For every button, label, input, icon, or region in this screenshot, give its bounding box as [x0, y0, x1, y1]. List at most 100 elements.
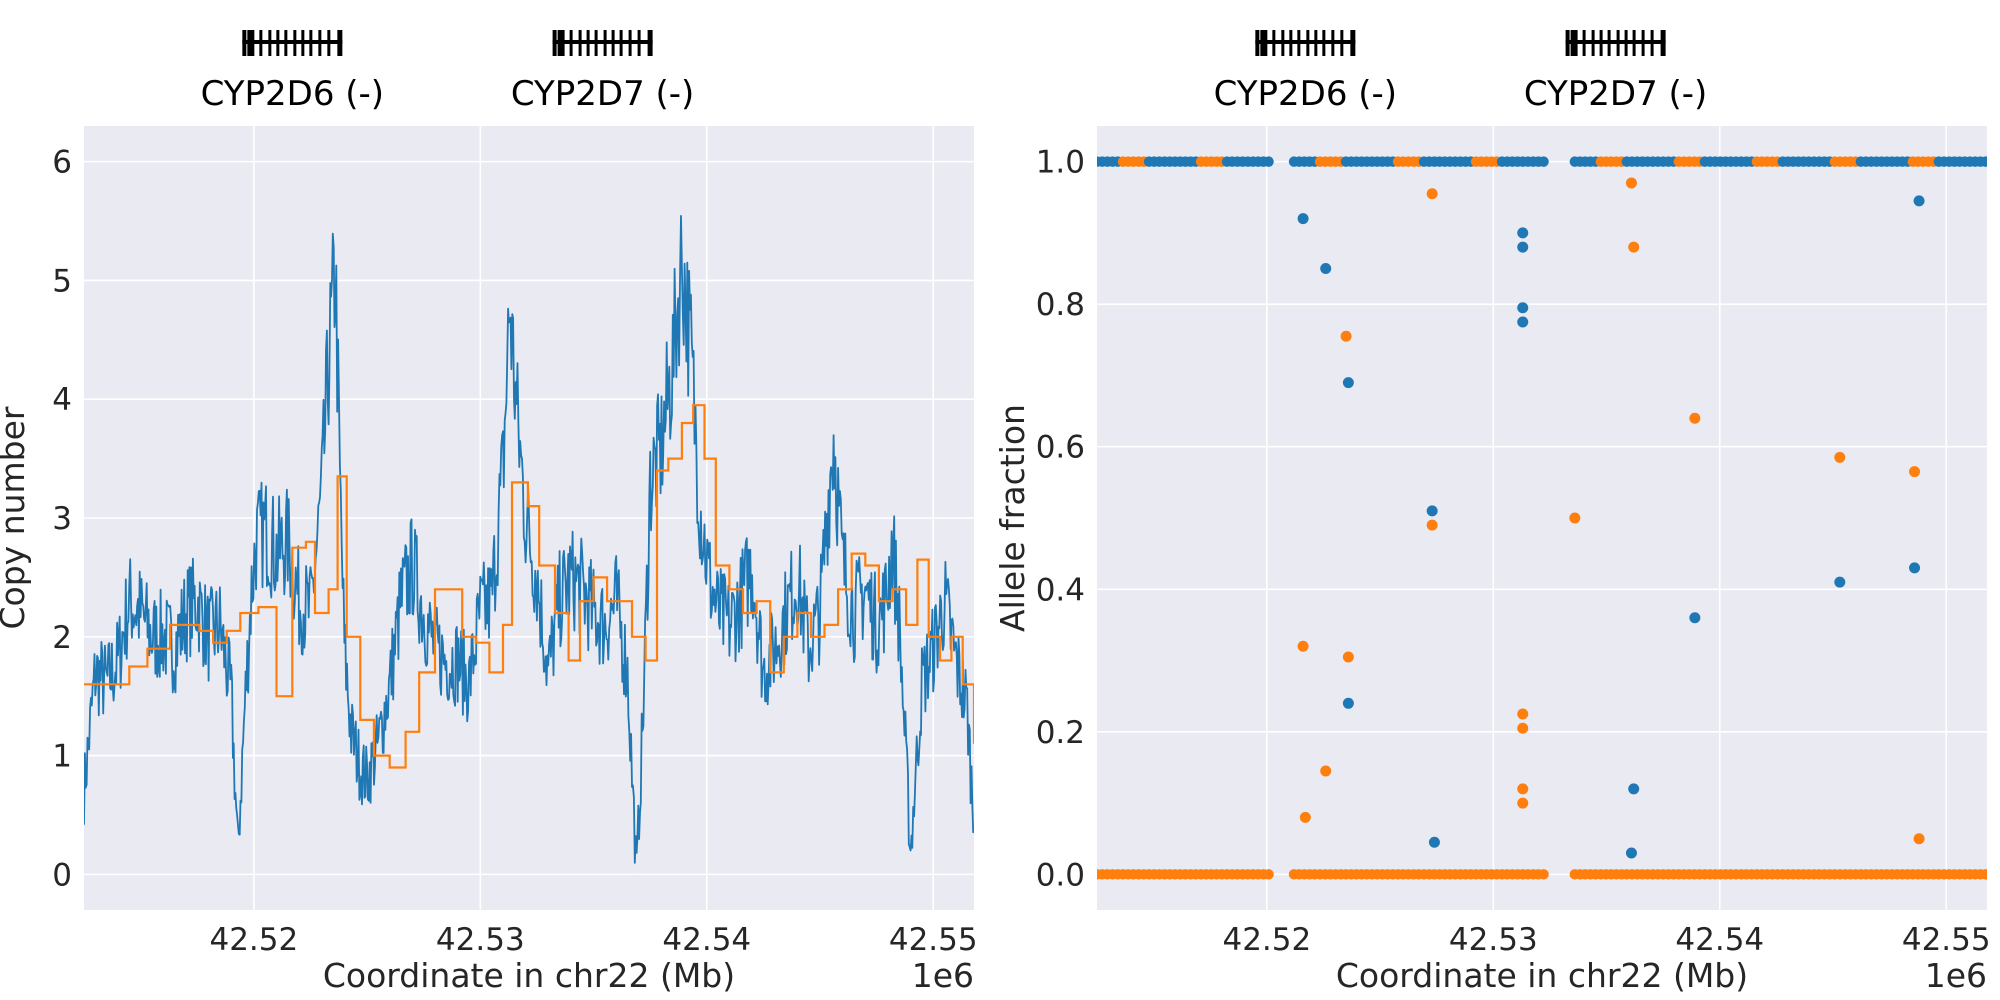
gene-exon [242, 30, 247, 56]
gene-exon [337, 30, 343, 56]
x-tick-label: 42.55 [1902, 922, 1991, 958]
gene-exon [603, 30, 607, 56]
x-tick-label: 42.52 [1222, 922, 1311, 958]
gene-label: CYP2D6 (-) [1214, 74, 1397, 114]
scatter-point [1517, 316, 1529, 328]
gene-exon [1650, 30, 1654, 56]
series-1 [1297, 195, 1925, 859]
gene-exon [1255, 30, 1260, 56]
scatter-point [1628, 783, 1640, 795]
scatter-point [1628, 241, 1640, 253]
gene-exon [552, 30, 557, 56]
gene-exon [301, 30, 305, 56]
scatter-point [1517, 241, 1529, 253]
series-2 [1297, 177, 1925, 845]
band-point [1538, 869, 1549, 880]
x-offset-text: 1e6 [1925, 956, 1987, 995]
y-tick-label: 1.0 [1036, 145, 1085, 181]
gene-exon [561, 30, 565, 56]
y-tick-label: 5 [52, 263, 72, 299]
chart-panel-2: 42.52 42.53 42.54 42.55 0.0 0.2 0.4 0.6 0.8 1.0 Co… [993, 30, 1991, 995]
gene-exon [637, 30, 641, 56]
y-tick-label: 4 [52, 382, 72, 418]
gene-exon [557, 30, 563, 56]
gene-exon [1660, 30, 1666, 56]
band-point [1538, 156, 1549, 167]
gene-exon [1641, 30, 1645, 56]
x-tick-label: 42.53 [436, 922, 525, 958]
gene-exon [578, 30, 582, 56]
y-tick-label: 2 [52, 620, 72, 656]
gene-exon [1260, 30, 1266, 56]
gene-exon [259, 30, 263, 56]
gene-exon [1289, 30, 1293, 56]
gene-glyph [1255, 30, 1356, 56]
scatter-point [1517, 302, 1529, 314]
band-point [1980, 869, 1987, 880]
gene-exon [268, 30, 272, 56]
scatter-point [1909, 466, 1921, 478]
band-point [1980, 156, 1987, 167]
scatter-point [1517, 797, 1529, 809]
scatter-point [1909, 562, 1921, 574]
gene-exon [1591, 30, 1595, 56]
y-axis-label: Allele fraction [993, 404, 1032, 632]
gene-exon [619, 30, 623, 56]
gene-glyph [1565, 30, 1666, 56]
data-area [1097, 156, 1987, 880]
gene-exon [247, 30, 253, 56]
gene-glyph [242, 30, 343, 56]
gene-exon [1272, 30, 1276, 56]
scatter-point [1569, 512, 1581, 524]
x-offset-text: 1e6 [912, 956, 974, 995]
scatter-point [1426, 505, 1438, 517]
scatter-point [1913, 833, 1925, 845]
gene-exon [1632, 30, 1636, 56]
y-axis-label: Copy number [0, 406, 32, 629]
gene-label: CYP2D7 (-) [1524, 74, 1707, 114]
scatter-point [1428, 836, 1440, 848]
y-tick-label: 6 [52, 145, 72, 181]
scatter-point [1426, 188, 1438, 200]
x-axis-label: Coordinate in chr22 (Mb) [323, 956, 735, 995]
gene-exon [276, 30, 280, 56]
gene-exon [611, 30, 615, 56]
plot-background [1097, 126, 1987, 910]
gene-exon [1570, 30, 1576, 56]
gene-backbone [1565, 40, 1666, 44]
scatter-point [1426, 519, 1438, 531]
gene-exon [1306, 30, 1310, 56]
gene-exon [1624, 30, 1628, 56]
gene-exon [251, 30, 255, 56]
gene-exon [1264, 30, 1268, 56]
scatter-point [1320, 765, 1332, 777]
scatter-point [1913, 195, 1925, 207]
scatter-point [1517, 708, 1529, 720]
gene-label: CYP2D7 (-) [511, 74, 694, 114]
gene-exon [1574, 30, 1578, 56]
gene-exon [318, 30, 322, 56]
scatter-point [1625, 847, 1637, 859]
chart-panel-1: 42.52 42.53 42.54 42.55 0 1 2 3 4 5 6 Coordinate in… [0, 30, 978, 995]
y-tick-label: 1 [52, 739, 72, 775]
gene-exon [586, 30, 590, 56]
scatter-point [1320, 263, 1332, 275]
gene-backbone [552, 40, 653, 44]
gene-exon [647, 30, 653, 56]
gene-exon [1297, 30, 1301, 56]
x-tick-label: 42.52 [209, 922, 298, 958]
gene-exon [1599, 30, 1603, 56]
scatter-point [1517, 227, 1529, 239]
y-tick-label: 0 [52, 857, 72, 893]
scatter-point [1689, 612, 1701, 624]
x-axis-label: Coordinate in chr22 (Mb) [1336, 956, 1748, 995]
band-point [1263, 156, 1274, 167]
scatter-point [1342, 377, 1354, 389]
scatter-point [1342, 651, 1354, 663]
gene-backbone [242, 40, 343, 44]
x-tick-label: 42.54 [1675, 922, 1764, 958]
gene-backbone [1255, 40, 1356, 44]
scatter-point [1834, 576, 1846, 588]
scatter-point [1340, 330, 1352, 342]
